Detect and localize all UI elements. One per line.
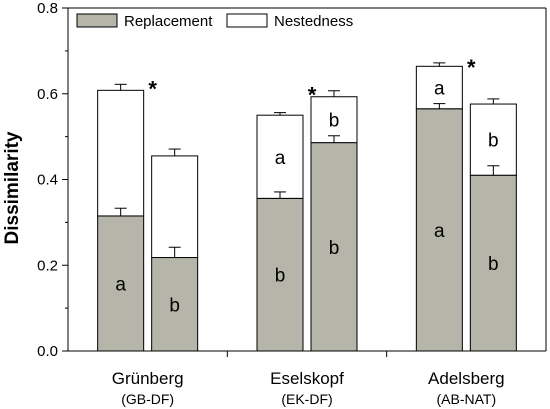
y-tick-label: 0.6 — [37, 86, 58, 103]
significance-star: * — [148, 76, 157, 101]
bar-replacement-label: a — [115, 274, 126, 295]
bar-nestedness — [415, 65, 463, 110]
y-tick-label: 0.2 — [37, 257, 58, 274]
y-tick-label: 0.0 — [37, 343, 58, 360]
bar-replacement — [469, 174, 517, 352]
bar-replacement-label: a — [434, 221, 445, 242]
bar-replacement — [97, 215, 145, 352]
bar-nestedness-label: a — [434, 79, 445, 100]
y-axis-label: Dissimilarity — [2, 131, 23, 244]
legend-swatch-nestedness — [226, 13, 268, 28]
bar-nestedness-label: b — [488, 131, 499, 152]
legend: Replacement Nestedness — [76, 13, 353, 30]
bar-nestedness — [97, 89, 145, 217]
bar-replacement — [151, 257, 199, 352]
plot-area: 0.0 0.2 0.4 0.6 0.8 a b * Grünberg (GB-DF) b a b b * Es… — [37, 0, 547, 407]
bar-nestedness — [256, 114, 304, 199]
x-tick-sublabel: (EK-DF) — [281, 391, 332, 407]
y-tick-label: 0.8 — [37, 0, 58, 17]
x-tick-label: Adelsberg — [428, 369, 505, 388]
legend-label-nestedness: Nestedness — [274, 13, 353, 30]
bar-nestedness — [469, 103, 517, 176]
x-tick-sublabel: (AB-NAT) — [437, 391, 497, 407]
bar-nestedness-label: a — [275, 148, 286, 169]
bar-replacement-label: b — [275, 266, 286, 287]
x-tick-label: Eselskopf — [270, 369, 344, 388]
x-tick-sublabel: (GB-DF) — [121, 391, 174, 407]
bar-replacement-label: b — [169, 295, 180, 316]
bar-replacement — [256, 197, 304, 352]
bar-nestedness — [310, 96, 358, 144]
bar-replacement-label: b — [329, 238, 340, 259]
bar-replacement-label: b — [488, 254, 499, 275]
bar-nestedness — [151, 155, 199, 259]
x-tick-label: Grünberg — [112, 369, 184, 388]
bar-replacement — [415, 108, 463, 352]
significance-star: * — [467, 55, 476, 80]
bar-nestedness-label: b — [329, 111, 340, 132]
legend-label-replacement: Replacement — [124, 13, 213, 30]
legend-swatch-replacement — [76, 13, 118, 28]
significance-star: * — [308, 83, 317, 108]
y-tick-label: 0.4 — [37, 172, 58, 189]
bar-replacement — [310, 142, 358, 352]
